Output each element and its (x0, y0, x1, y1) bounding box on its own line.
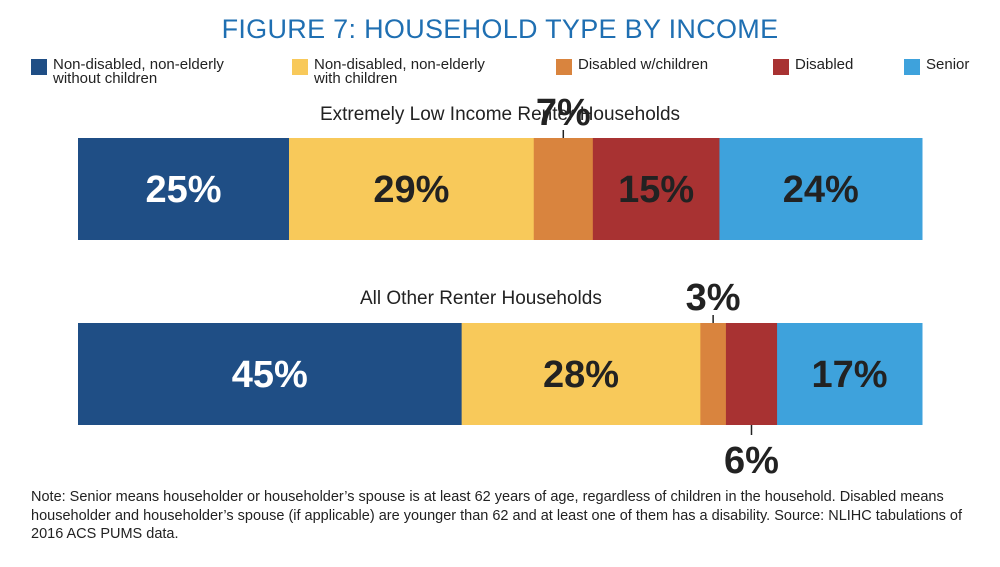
stacked-bar-chart: 25% 29% 7% 15% 24% 45% 28% 3% 6% 17% (78, 92, 923, 482)
legend-label: Disabled (795, 56, 854, 73)
data-label: 28% (543, 354, 619, 396)
data-label: 3% (686, 277, 741, 319)
legend-swatch (556, 59, 572, 75)
bar-segment (533, 138, 594, 240)
legend-item-without-children: Non-disabled, non-elderly without childr… (31, 56, 224, 87)
legend-item-senior: Senior (904, 56, 970, 75)
legend-item-disabled: Disabled (773, 56, 854, 75)
data-label: 29% (373, 169, 449, 211)
legend-label: Disabled w/children (578, 56, 709, 73)
data-label: 6% (724, 440, 779, 482)
legend-swatch (292, 59, 308, 75)
legend-item-disabled-with-children: Disabled w/children (556, 56, 709, 75)
bar-title-extremely-low-income: Extremely Low Income Renter Households (319, 104, 681, 125)
legend: Non-disabled, non-elderly without childr… (0, 56, 1000, 92)
bar-title-all-other: All Other Renter Households (360, 288, 602, 309)
chart-title: FIGURE 7: HOUSEHOLD TYPE BY INCOME (221, 14, 779, 44)
bar-segment (725, 323, 778, 425)
bar-segment (461, 323, 701, 425)
legend-label: Non-disabled, non-elderly without childr… (53, 56, 224, 87)
data-label: 15% (618, 169, 694, 211)
data-label: 24% (783, 169, 859, 211)
data-label: 7% (536, 92, 591, 134)
bar-segment (700, 323, 727, 425)
legend-label: Senior (926, 56, 970, 73)
bar-segment (719, 138, 923, 240)
bar-segment (592, 138, 720, 240)
legend-swatch (773, 59, 789, 75)
legend-label: Non-disabled, non-elderly with children (314, 56, 485, 87)
data-label: 45% (232, 354, 308, 396)
bar-segment (289, 138, 535, 240)
legend-swatch (904, 59, 920, 75)
data-label: 17% (812, 354, 888, 396)
legend-swatch (31, 59, 47, 75)
bar-segment (78, 323, 463, 425)
bar-segment (777, 323, 923, 425)
bar-segment (78, 138, 290, 240)
legend-item-with-children: Non-disabled, non-elderly with children (292, 56, 485, 87)
chart-note: Note: Senior means householder or househ… (31, 489, 963, 542)
data-label: 25% (145, 169, 221, 211)
